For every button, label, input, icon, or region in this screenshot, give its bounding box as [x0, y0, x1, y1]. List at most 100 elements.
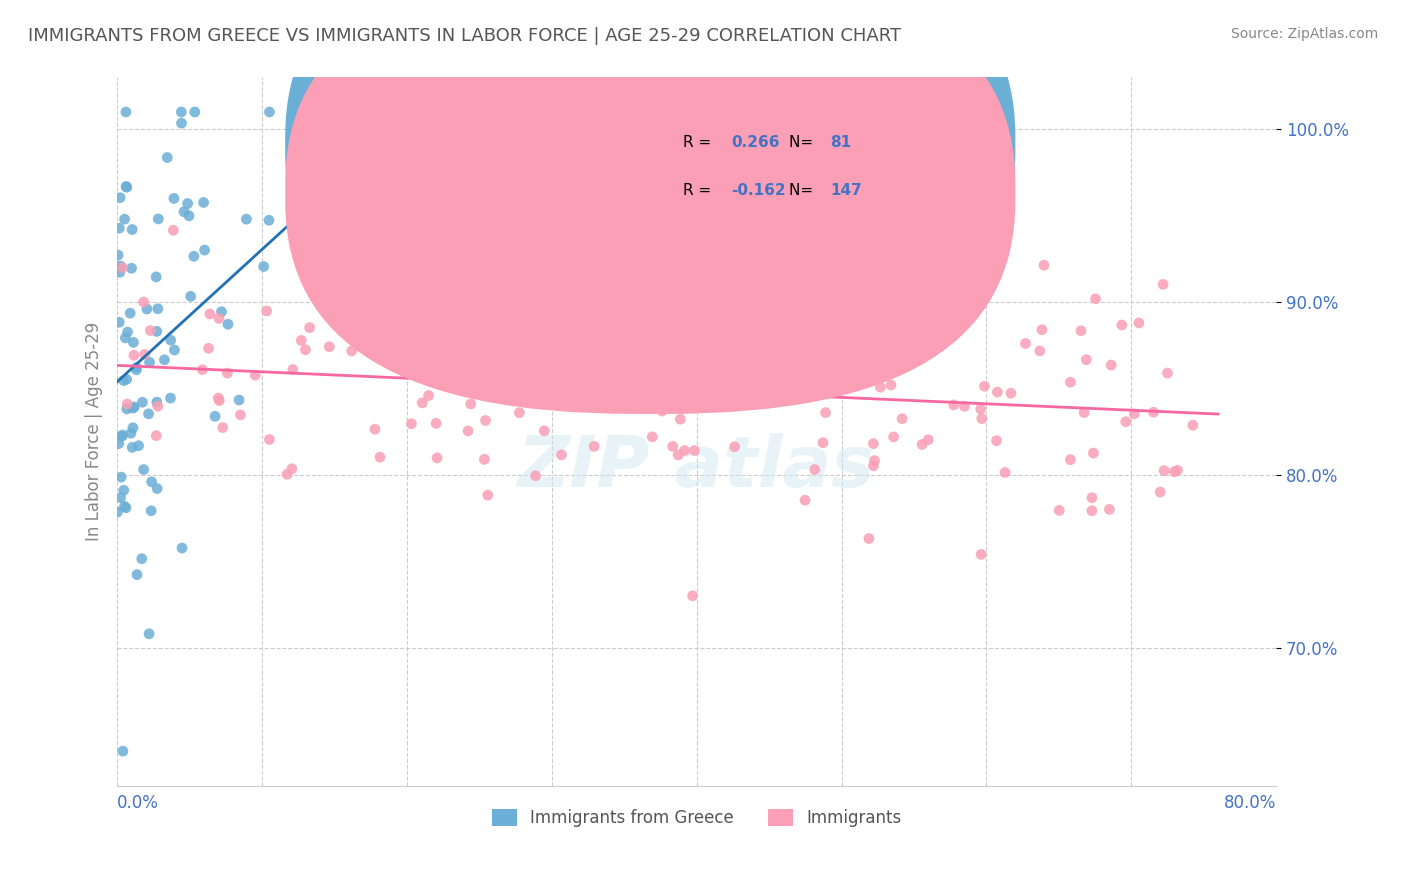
Point [217, 366, 239, 380]
FancyBboxPatch shape [285, 0, 1015, 414]
Point [173, 204, 195, 219]
Point [1081, 504, 1104, 518]
Point [115, 401, 138, 416]
Point [1181, 418, 1204, 433]
Point [146, 395, 169, 409]
Point [184, 105, 207, 120]
Point [138, 627, 160, 641]
Point [245, 368, 267, 383]
Point [146, 325, 169, 339]
Point [121, 222, 143, 236]
Point [122, 421, 145, 435]
Point [120, 426, 142, 441]
Point [524, 468, 547, 483]
Point [994, 466, 1017, 480]
Point [228, 392, 250, 407]
Point [1000, 386, 1022, 401]
Point [368, 450, 391, 464]
Point [1098, 502, 1121, 516]
Point [115, 372, 138, 386]
Point [125, 567, 148, 582]
Point [811, 435, 834, 450]
Point [1142, 405, 1164, 419]
Point [108, 265, 131, 279]
Point [132, 295, 155, 310]
Point [281, 362, 304, 376]
Point [107, 505, 129, 519]
Text: 0.0%: 0.0% [117, 795, 159, 813]
Point [141, 504, 163, 518]
Point [141, 475, 163, 489]
Point [180, 289, 202, 303]
Point [115, 179, 138, 194]
Point [114, 500, 136, 514]
Point [371, 335, 394, 350]
Point [765, 388, 787, 402]
Point [863, 453, 886, 467]
Point [139, 324, 162, 338]
Text: N=: N= [789, 135, 818, 150]
Point [132, 462, 155, 476]
Point [112, 374, 135, 388]
Point [457, 424, 479, 438]
Point [973, 379, 995, 393]
Text: IMMIGRANTS FROM GREECE VS IMMIGRANTS IN LABOR FORCE | AGE 25-29 CORRELATION CHAR: IMMIGRANTS FROM GREECE VS IMMIGRANTS IN … [28, 27, 901, 45]
Point [107, 436, 129, 450]
Point [108, 315, 131, 329]
Point [276, 467, 298, 482]
Point [418, 388, 440, 402]
Point [350, 338, 373, 352]
Point [211, 420, 233, 434]
Point [115, 180, 138, 194]
Point [318, 340, 340, 354]
Point [281, 462, 304, 476]
Point [111, 429, 134, 443]
Point [858, 532, 880, 546]
Text: -0.162: -0.162 [731, 183, 786, 198]
Point [204, 409, 226, 424]
Point [128, 439, 150, 453]
Point [682, 589, 704, 603]
Point [827, 350, 849, 364]
Point [880, 378, 903, 392]
Text: 81: 81 [830, 135, 851, 150]
Point [571, 380, 593, 394]
Point [208, 311, 231, 326]
Point [378, 253, 401, 268]
Point [1059, 452, 1081, 467]
Point [709, 395, 731, 409]
Point [794, 493, 817, 508]
Text: N=: N= [789, 183, 818, 198]
Point [122, 348, 145, 362]
Point [792, 352, 814, 367]
Point [1083, 446, 1105, 460]
Point [734, 370, 756, 384]
Point [177, 209, 200, 223]
Point [207, 391, 229, 405]
Point [117, 325, 139, 339]
Point [1059, 375, 1081, 389]
Point [146, 482, 169, 496]
Point [290, 334, 312, 348]
Point [111, 260, 134, 275]
Point [159, 333, 181, 347]
Point [1153, 464, 1175, 478]
Point [1031, 323, 1053, 337]
Point [1014, 336, 1036, 351]
Point [612, 352, 634, 367]
Point [911, 437, 934, 451]
Point [970, 411, 993, 425]
Point [496, 367, 519, 381]
Point [121, 261, 143, 276]
Point [783, 293, 806, 308]
Point [120, 306, 142, 320]
Point [702, 244, 724, 258]
Point [124, 400, 146, 414]
Point [1033, 258, 1056, 272]
Point [114, 212, 136, 227]
Point [1081, 491, 1104, 505]
Text: R =: R = [683, 183, 716, 198]
Point [733, 304, 755, 318]
Text: ZIP atlas: ZIP atlas [517, 433, 875, 501]
Point [1084, 292, 1107, 306]
